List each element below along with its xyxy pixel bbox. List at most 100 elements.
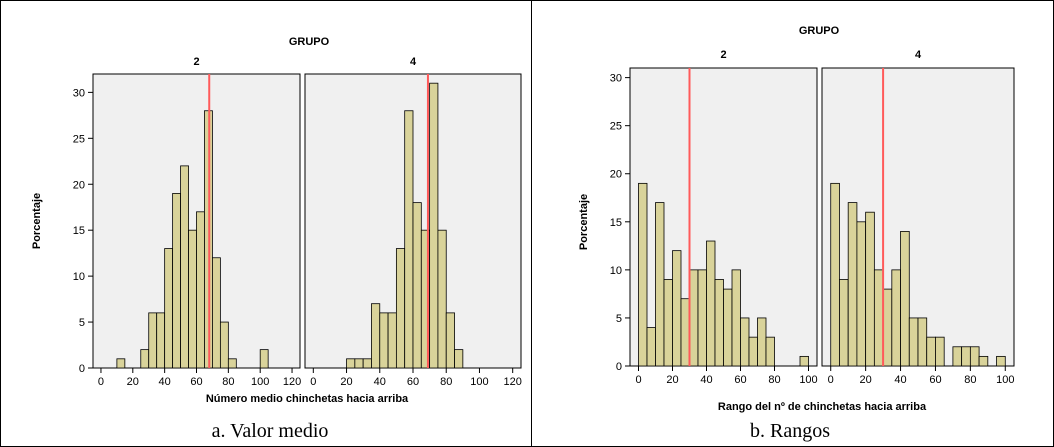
y-tick-label: 10 [73, 271, 85, 283]
histogram-bar [172, 193, 181, 369]
facet-label: 2 [720, 49, 726, 61]
histogram-bar [445, 312, 455, 369]
histogram-bar [362, 358, 372, 369]
histogram-bar [227, 358, 237, 369]
y-tick-label: 30 [610, 73, 622, 85]
x-tick-label: 120 [504, 376, 522, 388]
x-tick-label: 40 [159, 376, 171, 388]
x-tick-label: 80 [964, 374, 976, 386]
histogram-bar [847, 202, 858, 367]
histogram-bar [429, 82, 439, 369]
histogram-bar [164, 248, 174, 369]
panel-caption: b. Rangos [750, 420, 830, 442]
x-tick-label: 80 [440, 376, 452, 388]
x-tick-label: 120 [283, 376, 301, 388]
y-axis-label: Porcentaje [578, 194, 590, 250]
histogram-bar [917, 317, 928, 367]
histogram-bar [188, 229, 197, 369]
y-tick-label: 20 [610, 169, 622, 181]
histogram-bar [882, 288, 893, 367]
histogram-bar [714, 279, 724, 367]
x-axis-label: Número medio chinchetas hacia arriba [206, 393, 409, 405]
histogram-bar [395, 248, 406, 369]
histogram-bar [961, 346, 971, 367]
histogram-bar [706, 240, 716, 367]
histogram-bar [740, 317, 750, 367]
histogram-bar [757, 317, 767, 367]
x-tick-label: 60 [407, 376, 419, 388]
histogram-bar [723, 288, 733, 367]
histogram-bar [655, 202, 665, 367]
x-tick-label: 40 [894, 374, 906, 386]
histogram-bar [180, 165, 189, 369]
y-tick-label: 15 [73, 225, 85, 237]
histogram-bar [156, 312, 166, 369]
y-tick-label: 20 [73, 179, 85, 191]
histogram-bar [765, 336, 775, 367]
x-tick-label: 100 [799, 374, 817, 386]
x-tick-label: 40 [700, 374, 712, 386]
facet-label: 4 [915, 49, 922, 61]
x-tick-label: 60 [190, 376, 202, 388]
y-tick-label: 0 [79, 363, 85, 375]
histogram-bar [646, 327, 656, 367]
x-axis-label: Rango del nº de chinchetas hacia arriba [718, 401, 927, 413]
histogram-bar [116, 358, 126, 369]
y-axis-label: Porcentaje [31, 193, 43, 249]
histogram-bar [799, 355, 809, 367]
x-tick-label: 60 [929, 374, 941, 386]
histogram-bar [371, 303, 381, 369]
histogram-bar [140, 349, 150, 369]
histogram-bar [969, 346, 980, 367]
x-tick-label: 0 [635, 374, 641, 386]
y-tick-label: 10 [610, 265, 622, 277]
y-tick-label: 25 [610, 121, 622, 133]
y-tick-label: 30 [73, 87, 85, 99]
x-tick-label: 100 [251, 376, 269, 388]
histogram-bar [748, 336, 758, 367]
histogram-bar [865, 211, 875, 367]
x-tick-label: 20 [340, 376, 352, 388]
x-tick-label: 40 [374, 376, 386, 388]
histogram-bar [996, 355, 1006, 367]
x-tick-label: 100 [470, 376, 488, 388]
histogram-bar [346, 358, 356, 369]
histogram-bar [259, 349, 269, 369]
x-tick-label: 60 [734, 374, 746, 386]
y-tick-label: 15 [610, 217, 622, 229]
histogram-bar [926, 336, 936, 367]
x-tick-label: 0 [98, 376, 104, 388]
histogram-bar [638, 182, 648, 367]
histogram-bar [437, 229, 447, 369]
histogram-bar [672, 250, 682, 367]
histogram-bar [379, 312, 389, 369]
histogram-bar [697, 269, 707, 367]
y-tick-label: 25 [73, 133, 85, 145]
histogram-bar [689, 269, 699, 367]
y-tick-label: 0 [616, 361, 622, 373]
x-tick-label: 20 [127, 376, 139, 388]
x-tick-label: 80 [768, 374, 780, 386]
panel-title: GRUPO [289, 36, 330, 48]
panel-title: GRUPO [799, 25, 840, 37]
histogram-bar [148, 312, 158, 369]
histogram-bar [952, 346, 963, 367]
histogram-bar [354, 358, 364, 369]
histogram-bar [680, 298, 690, 367]
y-tick-label: 5 [79, 317, 85, 329]
histogram-bar [196, 211, 205, 369]
x-tick-label: 20 [860, 374, 872, 386]
histogram-bar [839, 279, 849, 367]
histogram-bar [387, 312, 397, 369]
x-tick-label: 80 [222, 376, 234, 388]
x-tick-label: 0 [310, 376, 316, 388]
histogram-bar [978, 355, 989, 367]
histogram-bar [412, 202, 422, 369]
facet-label: 4 [410, 56, 417, 68]
histogram-bar [873, 269, 884, 367]
histogram-bar [663, 279, 673, 367]
panel-caption: a. Valor medio [212, 420, 329, 442]
histogram-bar [935, 336, 945, 367]
